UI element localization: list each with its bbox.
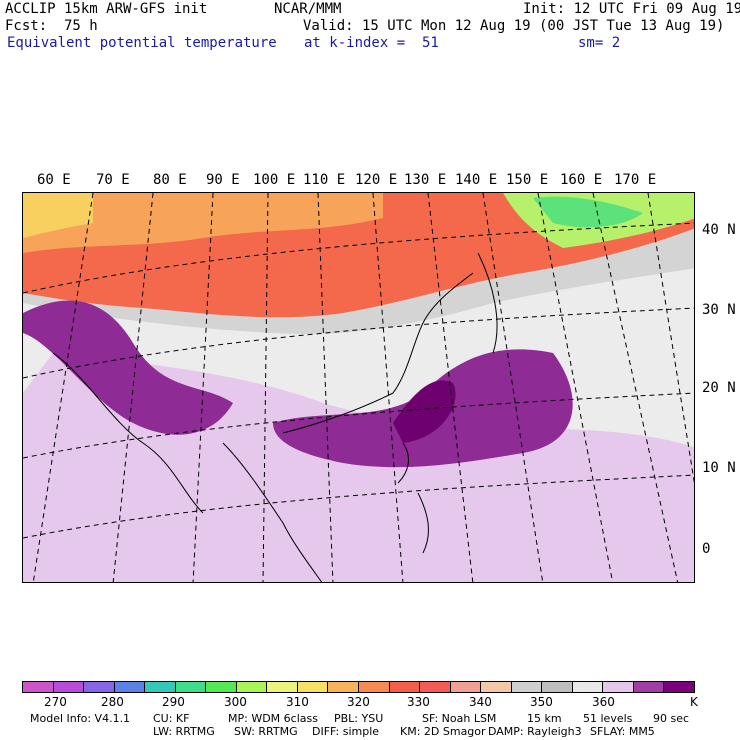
- init-time: Init: 12 UTC Fri 09 Aug 19: [523, 1, 740, 17]
- field-band-290: [533, 196, 643, 228]
- legend-unit: K: [690, 695, 698, 709]
- coastlines: [52, 252, 498, 582]
- level-index: at k-index = 51: [304, 35, 439, 51]
- longwave-scheme: LW: RRTMG: [153, 725, 215, 738]
- map-canvas: [23, 193, 694, 582]
- surface-scheme: SF: Noah LSM: [422, 712, 497, 725]
- lon-label: 60 E: [37, 172, 71, 188]
- legend-swatch: [84, 682, 115, 692]
- legend-tick: 350: [530, 695, 553, 709]
- legend-swatch: [389, 682, 421, 692]
- legend-swatch: [267, 682, 298, 692]
- forecast-hour: 75 h: [64, 18, 98, 34]
- legend-swatch: [206, 682, 237, 692]
- legend-tick: 290: [162, 695, 185, 709]
- cumulus-scheme: CU: KF: [153, 712, 190, 725]
- valid-time: Valid: 15 UTC Mon 12 Aug 19 (00 JST Tue …: [303, 18, 725, 34]
- lon-label: 110 E: [303, 172, 346, 188]
- legend-tick: 330: [407, 695, 430, 709]
- legend-swatch: [572, 682, 604, 692]
- legend-tick: 270: [44, 695, 67, 709]
- surface-layer-option: SFLAY: MM5: [590, 725, 655, 738]
- microphysics-scheme: MP: WDM 6class: [228, 712, 318, 725]
- lat-label: 0: [702, 541, 711, 557]
- legend-tick: 310: [286, 695, 309, 709]
- legend-swatch: [145, 682, 176, 692]
- lon-label: 170 E: [614, 172, 657, 188]
- color-legend: [22, 681, 695, 693]
- legend-tick: 360: [592, 695, 615, 709]
- lon-label: 160 E: [560, 172, 603, 188]
- shortwave-scheme: SW: RRTMG: [234, 725, 298, 738]
- legend-swatch: [603, 682, 634, 692]
- model-title: ACCLIP 15km ARW-GFS init: [5, 1, 208, 17]
- field-band-310: [23, 193, 93, 238]
- vertical-levels: 51 levels: [583, 712, 633, 725]
- graticule: [23, 193, 694, 582]
- legend-swatch: [450, 682, 482, 692]
- equivalent-potential-temperature-map: [22, 192, 695, 583]
- legend-swatch: [542, 682, 573, 692]
- legend-swatch: [297, 682, 329, 692]
- lon-label: 120 E: [355, 172, 398, 188]
- km-option: KM: 2D Smagor: [400, 725, 486, 738]
- org-label: NCAR/MMM: [274, 1, 342, 17]
- legend-tick: 300: [224, 695, 247, 709]
- field-name: Equivalent potential temperature: [7, 35, 277, 51]
- legend-swatch: [53, 682, 85, 692]
- lon-label: 150 E: [506, 172, 549, 188]
- lat-label: 20 N: [702, 380, 736, 396]
- legend-swatch: [328, 682, 360, 692]
- lat-label: 10 N: [702, 460, 736, 476]
- legend-tick: 320: [347, 695, 370, 709]
- forecast-label: Fcst:: [5, 18, 48, 34]
- field-band-370-west: [23, 300, 233, 435]
- model-version: Model Info: V4.1.1: [30, 712, 131, 725]
- lon-label: 140 E: [455, 172, 498, 188]
- pbl-scheme: PBL: YSU: [334, 712, 384, 725]
- legend-swatch: [420, 682, 451, 692]
- grid-resolution: 15 km: [527, 712, 562, 725]
- damping-option: DAMP: Rayleigh3: [488, 725, 582, 738]
- lat-label: 30 N: [702, 302, 736, 318]
- legend-swatch: [359, 682, 390, 692]
- legend-swatch: [481, 682, 512, 692]
- field-band-375: [393, 380, 456, 443]
- diffusion-scheme: DIFF: simple: [312, 725, 380, 738]
- lat-label: 40 N: [702, 222, 736, 238]
- lon-label: 70 E: [96, 172, 130, 188]
- legend-swatch: [511, 682, 543, 692]
- legend-swatch: [114, 682, 146, 692]
- lon-label: 100 E: [253, 172, 296, 188]
- legend-swatch: [175, 682, 207, 692]
- lon-label: 80 E: [153, 172, 187, 188]
- field-band-320: [23, 193, 383, 253]
- lon-label: 130 E: [404, 172, 447, 188]
- legend-tick: 340: [469, 695, 492, 709]
- legend-swatch: [633, 682, 665, 692]
- smoothing-value: sm= 2: [578, 35, 621, 51]
- legend-swatch: [236, 682, 268, 692]
- legend-swatch: [23, 682, 54, 692]
- legend-swatch: [664, 682, 695, 692]
- time-step: 90 sec: [653, 712, 690, 725]
- lon-label: 90 E: [206, 172, 240, 188]
- legend-tick: 280: [101, 695, 124, 709]
